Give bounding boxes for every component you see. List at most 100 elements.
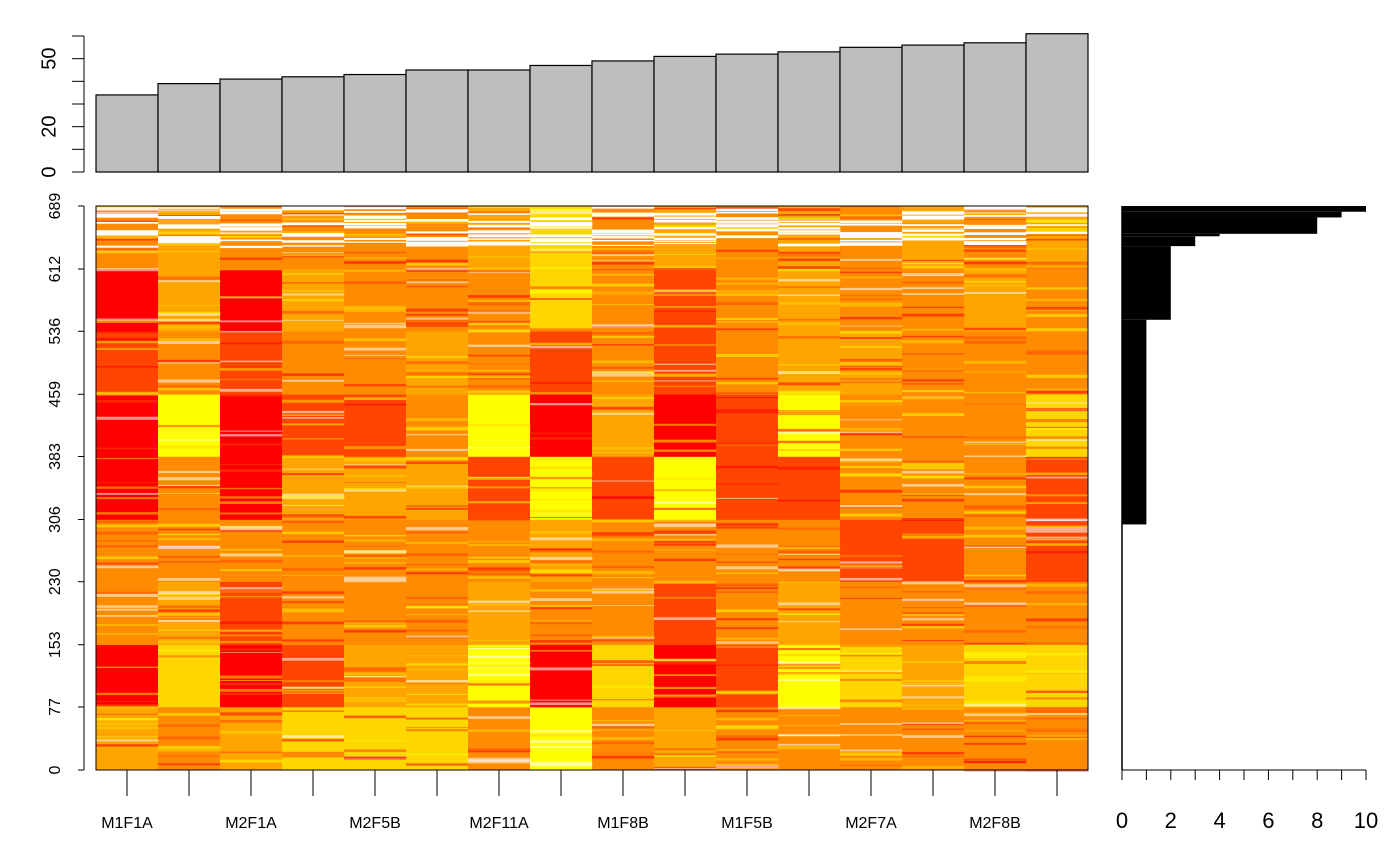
heatmap-stripe xyxy=(964,443,1027,446)
heatmap-stripe xyxy=(530,249,593,254)
heatmap-stripe xyxy=(840,734,903,736)
heatmap-stripe xyxy=(902,413,965,417)
heatmap-stripe xyxy=(964,244,1027,248)
heatmap-cell xyxy=(654,581,717,646)
heatmap-stripe xyxy=(778,438,841,440)
heatmap-stripe xyxy=(468,716,531,719)
heatmap-stripe xyxy=(654,620,717,622)
heatmap-stripe xyxy=(654,616,717,621)
heatmap-y-tick-label: 689 xyxy=(47,193,64,220)
heatmap-stripe xyxy=(1026,287,1089,290)
heatmap-stripe xyxy=(96,496,159,498)
side-x-tick-label: 0 xyxy=(1116,808,1128,833)
heatmap-stripe xyxy=(344,561,407,564)
heatmap-stripe xyxy=(530,589,593,592)
heatmap-stripe xyxy=(964,327,1027,331)
heatmap-stripe xyxy=(654,363,717,366)
heatmap-stripe xyxy=(964,240,1027,244)
heatmap-stripe xyxy=(344,281,407,284)
heatmap-stripe xyxy=(96,340,159,344)
heatmap-stripe xyxy=(530,498,593,501)
heatmap-stripe xyxy=(964,505,1027,508)
heatmap-stripe xyxy=(158,424,221,428)
heatmap-stripe xyxy=(530,746,593,749)
heatmap-stripe xyxy=(1026,220,1089,223)
heatmap-stripe xyxy=(778,230,841,233)
heatmap-stripe xyxy=(530,550,593,553)
heatmap-stripe xyxy=(778,449,841,451)
heatmap-stripe xyxy=(282,723,345,726)
heatmap-stripe xyxy=(406,285,469,288)
heatmap-stripe xyxy=(654,694,717,696)
heatmap-stripe xyxy=(282,555,345,557)
heatmap-stripe xyxy=(96,492,159,495)
heatmap-stripe xyxy=(716,751,779,753)
heatmap-stripe xyxy=(344,620,407,623)
heatmap-stripe xyxy=(406,313,469,316)
heatmap-cell xyxy=(778,394,841,457)
heatmap-stripe xyxy=(282,455,345,458)
heatmap-stripe xyxy=(1026,418,1089,423)
heatmap-stripe xyxy=(840,361,903,364)
heatmap-cell xyxy=(902,269,965,332)
heatmap-stripe xyxy=(592,497,655,499)
heatmap-stripe xyxy=(530,487,593,489)
heatmap-stripe xyxy=(220,587,283,590)
heatmap-stripe xyxy=(592,206,655,209)
heatmap-stripe xyxy=(778,217,841,220)
heatmap-stripe xyxy=(654,385,717,387)
heatmap-stripe xyxy=(468,696,531,700)
heatmap-stripe xyxy=(778,553,841,555)
heatmap-stripe xyxy=(902,435,965,439)
heatmap-stripe xyxy=(96,268,159,272)
heatmap-y-tick-label: 536 xyxy=(47,318,64,345)
heatmap-stripe xyxy=(344,677,407,680)
heatmap-stripe xyxy=(840,752,903,756)
heatmap-stripe xyxy=(220,569,283,572)
heatmap-stripe xyxy=(530,711,593,714)
heatmap-stripe xyxy=(96,365,159,368)
heatmap-stripe xyxy=(840,723,903,725)
heatmap-cell xyxy=(1026,456,1089,520)
heatmap-stripe xyxy=(530,699,593,701)
heatmap-stripe xyxy=(964,701,1027,705)
heatmap-stripe xyxy=(1026,351,1089,355)
heatmap-stripe xyxy=(468,560,531,563)
heatmap-cell xyxy=(406,706,469,771)
heatmap-stripe xyxy=(530,328,593,331)
heatmap-stripe xyxy=(716,609,779,613)
heatmap-stripe xyxy=(840,474,903,477)
heatmap-stripe xyxy=(902,704,965,706)
heatmap-stripe xyxy=(344,325,407,329)
heatmap-stripe xyxy=(902,518,965,521)
heatmap-stripe xyxy=(716,749,779,752)
heatmap-stripe xyxy=(468,220,531,223)
heatmap-stripe xyxy=(530,432,593,434)
heatmap-stripe xyxy=(468,234,531,238)
heatmap-stripe xyxy=(96,232,159,236)
heatmap-stripe xyxy=(902,552,965,555)
heatmap-stripe xyxy=(530,392,593,395)
heatmap-stripe xyxy=(778,706,841,710)
heatmap-stripe xyxy=(220,434,283,437)
heatmap-stripe xyxy=(1026,350,1089,352)
heatmap-stripe xyxy=(220,367,283,369)
heatmap-stripe xyxy=(1026,707,1089,709)
heatmap-stripe xyxy=(96,481,159,483)
heatmap-stripe xyxy=(654,753,717,756)
heatmap-stripe xyxy=(778,715,841,717)
heatmap-stripe xyxy=(468,211,531,215)
heatmap-stripe xyxy=(716,497,779,499)
heatmap-stripe xyxy=(654,242,717,245)
heatmap-stripe xyxy=(1026,328,1089,332)
heatmap-stripe xyxy=(220,760,283,763)
heatmap-stripe xyxy=(840,220,903,223)
heatmap-stripe xyxy=(158,325,221,329)
heatmap-stripe xyxy=(964,261,1027,265)
heatmap-stripe xyxy=(344,207,407,210)
heatmap-stripe xyxy=(468,321,531,324)
heatmap-stripe xyxy=(468,655,531,659)
heatmap-stripe xyxy=(468,544,531,546)
heatmap-stripe xyxy=(716,207,779,209)
heatmap-stripe xyxy=(840,258,903,261)
